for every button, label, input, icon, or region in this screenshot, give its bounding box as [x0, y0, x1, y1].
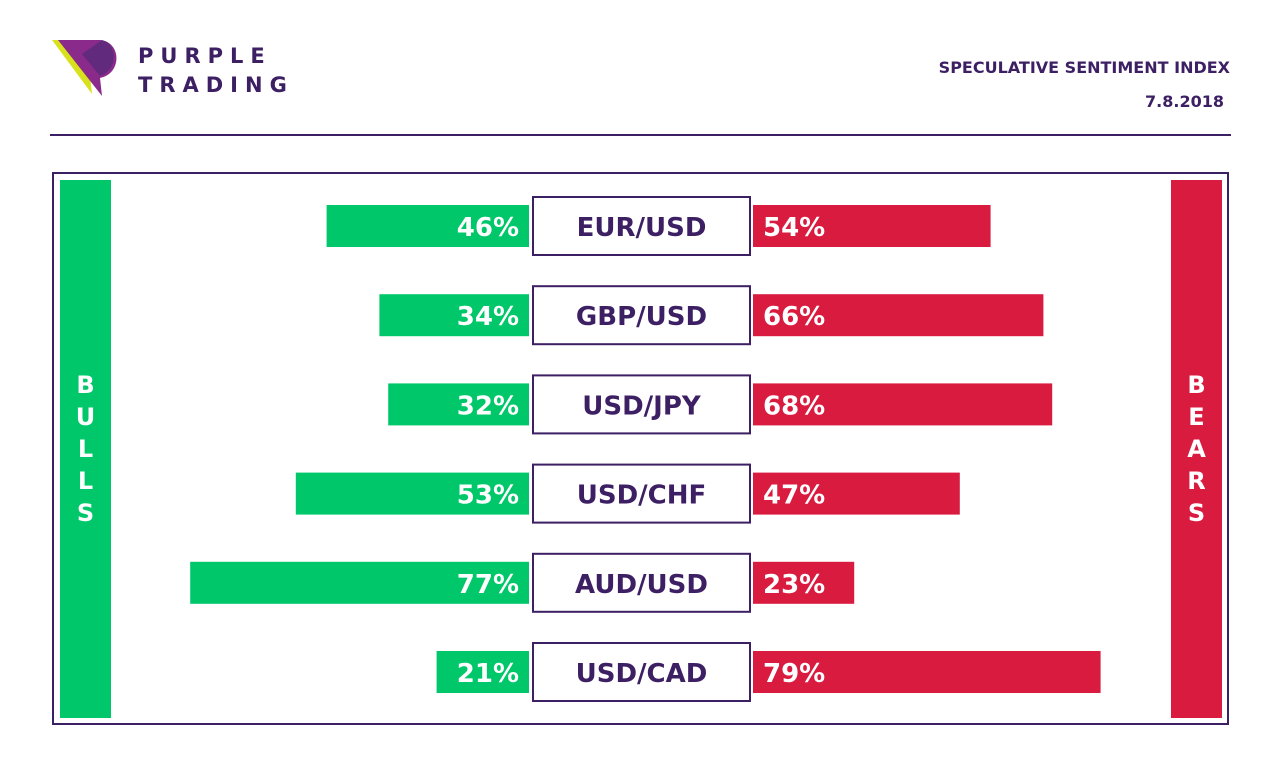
pair-label: AUD/USD — [575, 570, 708, 600]
bulls-bar — [295, 472, 529, 515]
logo-dark-shape — [82, 40, 114, 76]
bulls-label: BULLS — [75, 371, 96, 527]
bears-value-label: 68% — [763, 391, 825, 421]
brand-line-2: TRADING — [138, 73, 294, 97]
pair-label-box — [532, 463, 751, 524]
chart-frame — [52, 172, 1229, 725]
pair-label: GBP/USD — [576, 302, 707, 332]
bears-value-label: 54% — [763, 213, 825, 243]
bears-value-label: 79% — [763, 659, 825, 689]
bulls-value-label: 34% — [457, 302, 519, 332]
bulls-bar — [326, 205, 529, 247]
bears-value-label: 66% — [763, 302, 825, 332]
bears-value-label: 23% — [763, 570, 825, 600]
pair-label: EUR/USD — [577, 213, 707, 243]
pair-label-box — [532, 285, 751, 346]
pair-label-box — [532, 196, 751, 256]
bulls-bar — [388, 383, 529, 426]
bears-bar — [753, 205, 991, 247]
bears-bar — [753, 383, 1053, 426]
bulls-bar — [379, 294, 529, 337]
bears-label: BEARS — [1187, 371, 1206, 527]
purple-trading-logo-icon — [52, 40, 117, 96]
bulls-bar — [190, 561, 529, 604]
bears-value-label: 47% — [763, 481, 825, 511]
pair-label: USD/CHF — [577, 481, 707, 511]
bulls-value-label: 32% — [457, 391, 519, 421]
bears-bar — [753, 561, 855, 604]
pair-label-box — [532, 552, 751, 613]
bears-bar — [753, 472, 960, 515]
pair-label-box — [532, 374, 751, 435]
pair-label: USD/JPY — [582, 391, 702, 421]
header-divider — [50, 134, 1231, 136]
brand-wordmark: PURPLE TRADING — [138, 42, 294, 100]
bulls-value-label: 53% — [457, 481, 519, 511]
brand-logo: PURPLE TRADING — [52, 40, 322, 102]
bulls-bar — [436, 651, 529, 693]
page-date: 7.8.2018 — [1145, 92, 1224, 111]
brand-line-1: PURPLE — [138, 44, 272, 68]
bears-side-bar: BEARS — [1171, 180, 1222, 718]
bears-bar — [753, 294, 1044, 337]
pair-label: USD/CAD — [576, 659, 708, 689]
pair-label-box — [532, 642, 751, 702]
bears-bar — [753, 651, 1101, 693]
page-title: SPECULATIVE SENTIMENT INDEX — [938, 58, 1230, 77]
bulls-value-label: 21% — [457, 659, 519, 689]
bulls-value-label: 46% — [457, 213, 519, 243]
bulls-side-bar: BULLS — [60, 180, 111, 718]
bulls-value-label: 77% — [457, 570, 519, 600]
